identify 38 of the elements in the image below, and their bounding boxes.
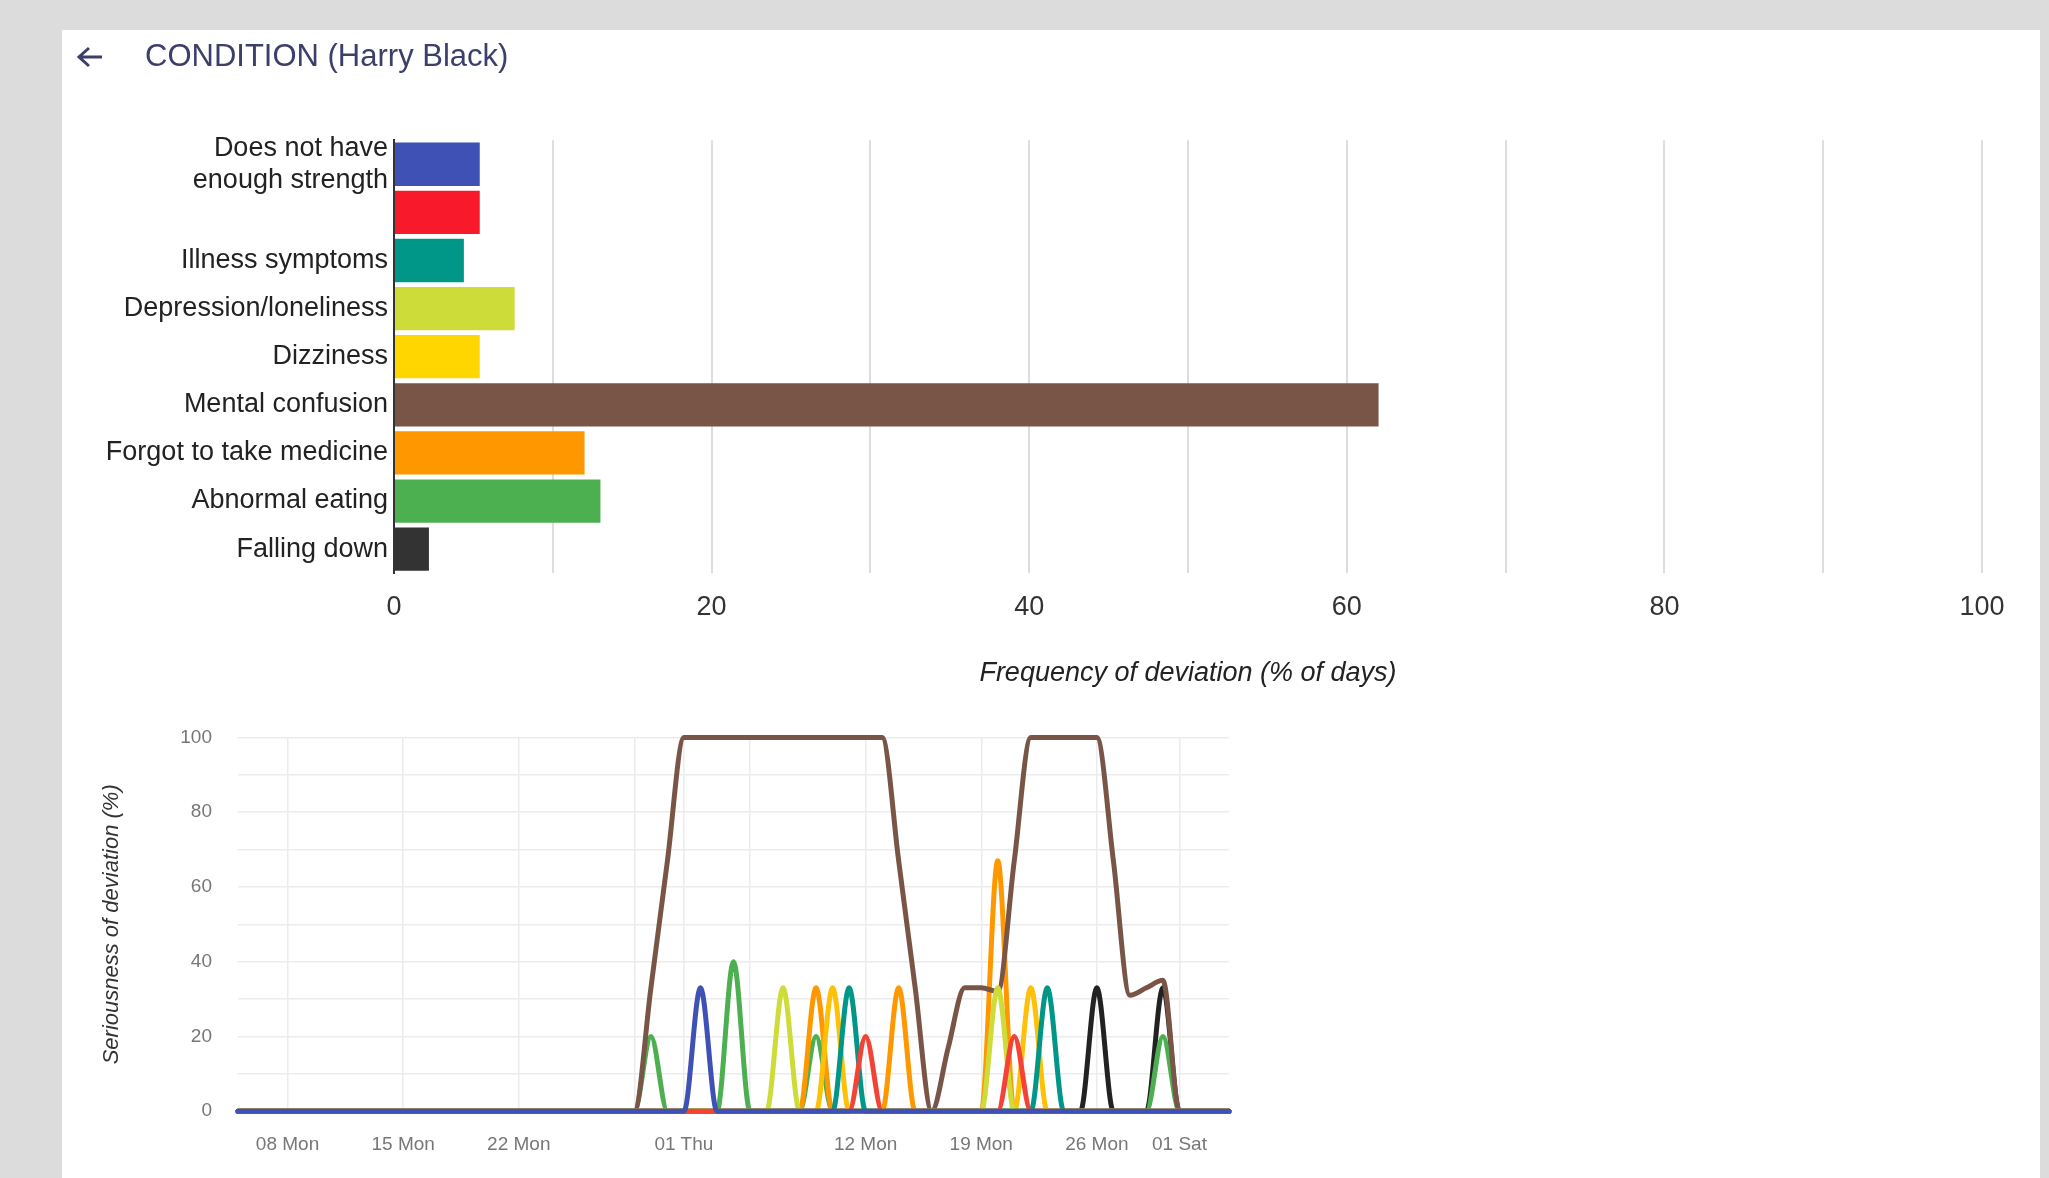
x-tick-label: 08 Mon bbox=[255, 1132, 320, 1154]
y-tick-label: 60 bbox=[190, 875, 212, 897]
x-tick-label: 22 Mon bbox=[487, 1132, 551, 1154]
x-tick-label: 80 bbox=[1649, 590, 1680, 621]
x-tick-label: 01 Thu bbox=[654, 1132, 714, 1154]
y-tick-label: Does not have enough strength bbox=[192, 131, 388, 194]
y-tick-label: 40 bbox=[190, 949, 212, 971]
y-tick-label: 80 bbox=[190, 800, 212, 822]
y-tick-label: Mental confusion bbox=[183, 388, 388, 419]
x-tick-label: 01 Sat bbox=[1151, 1132, 1208, 1154]
x-tick-label: 26 Mon bbox=[1065, 1132, 1129, 1154]
x-tick-label: 20 bbox=[696, 590, 727, 621]
bar bbox=[395, 335, 480, 379]
y-tick-label: Abnormal eating bbox=[191, 484, 388, 515]
bar bbox=[395, 190, 480, 235]
y-tick-label: 20 bbox=[190, 1024, 212, 1046]
x-tick-label: 15 Mon bbox=[371, 1132, 435, 1154]
y-tick-label: Illness symptoms bbox=[180, 243, 388, 274]
bar bbox=[395, 431, 585, 475]
y-tick-label: 0 bbox=[201, 1099, 212, 1121]
x-tick-label: 40 bbox=[1014, 590, 1045, 621]
y-tick-label: Forgot to take medicine bbox=[105, 436, 388, 467]
x-axis-title: Frequency of deviation (% of days) bbox=[979, 657, 1397, 688]
x-tick-label: 19 Mon bbox=[949, 1132, 1013, 1154]
bar bbox=[395, 383, 1379, 427]
bar bbox=[395, 142, 480, 186]
x-tick-label: 60 bbox=[1331, 590, 1362, 621]
bar bbox=[395, 479, 601, 523]
bar bbox=[395, 286, 515, 331]
y-tick-label: 100 bbox=[180, 725, 212, 747]
y-tick-label: Depression/loneliness bbox=[123, 292, 388, 323]
x-tick-label: 100 bbox=[1959, 590, 2005, 621]
x-tick-label: 12 Mon bbox=[833, 1132, 898, 1154]
chart-title: CONDITION (Harry Black) bbox=[145, 38, 509, 74]
bar bbox=[395, 238, 464, 283]
y-axis-title: Seriousness of deviation (%) bbox=[98, 784, 124, 1065]
y-tick-label: Falling down bbox=[236, 532, 388, 563]
y-tick-label: Dizziness bbox=[272, 340, 388, 371]
